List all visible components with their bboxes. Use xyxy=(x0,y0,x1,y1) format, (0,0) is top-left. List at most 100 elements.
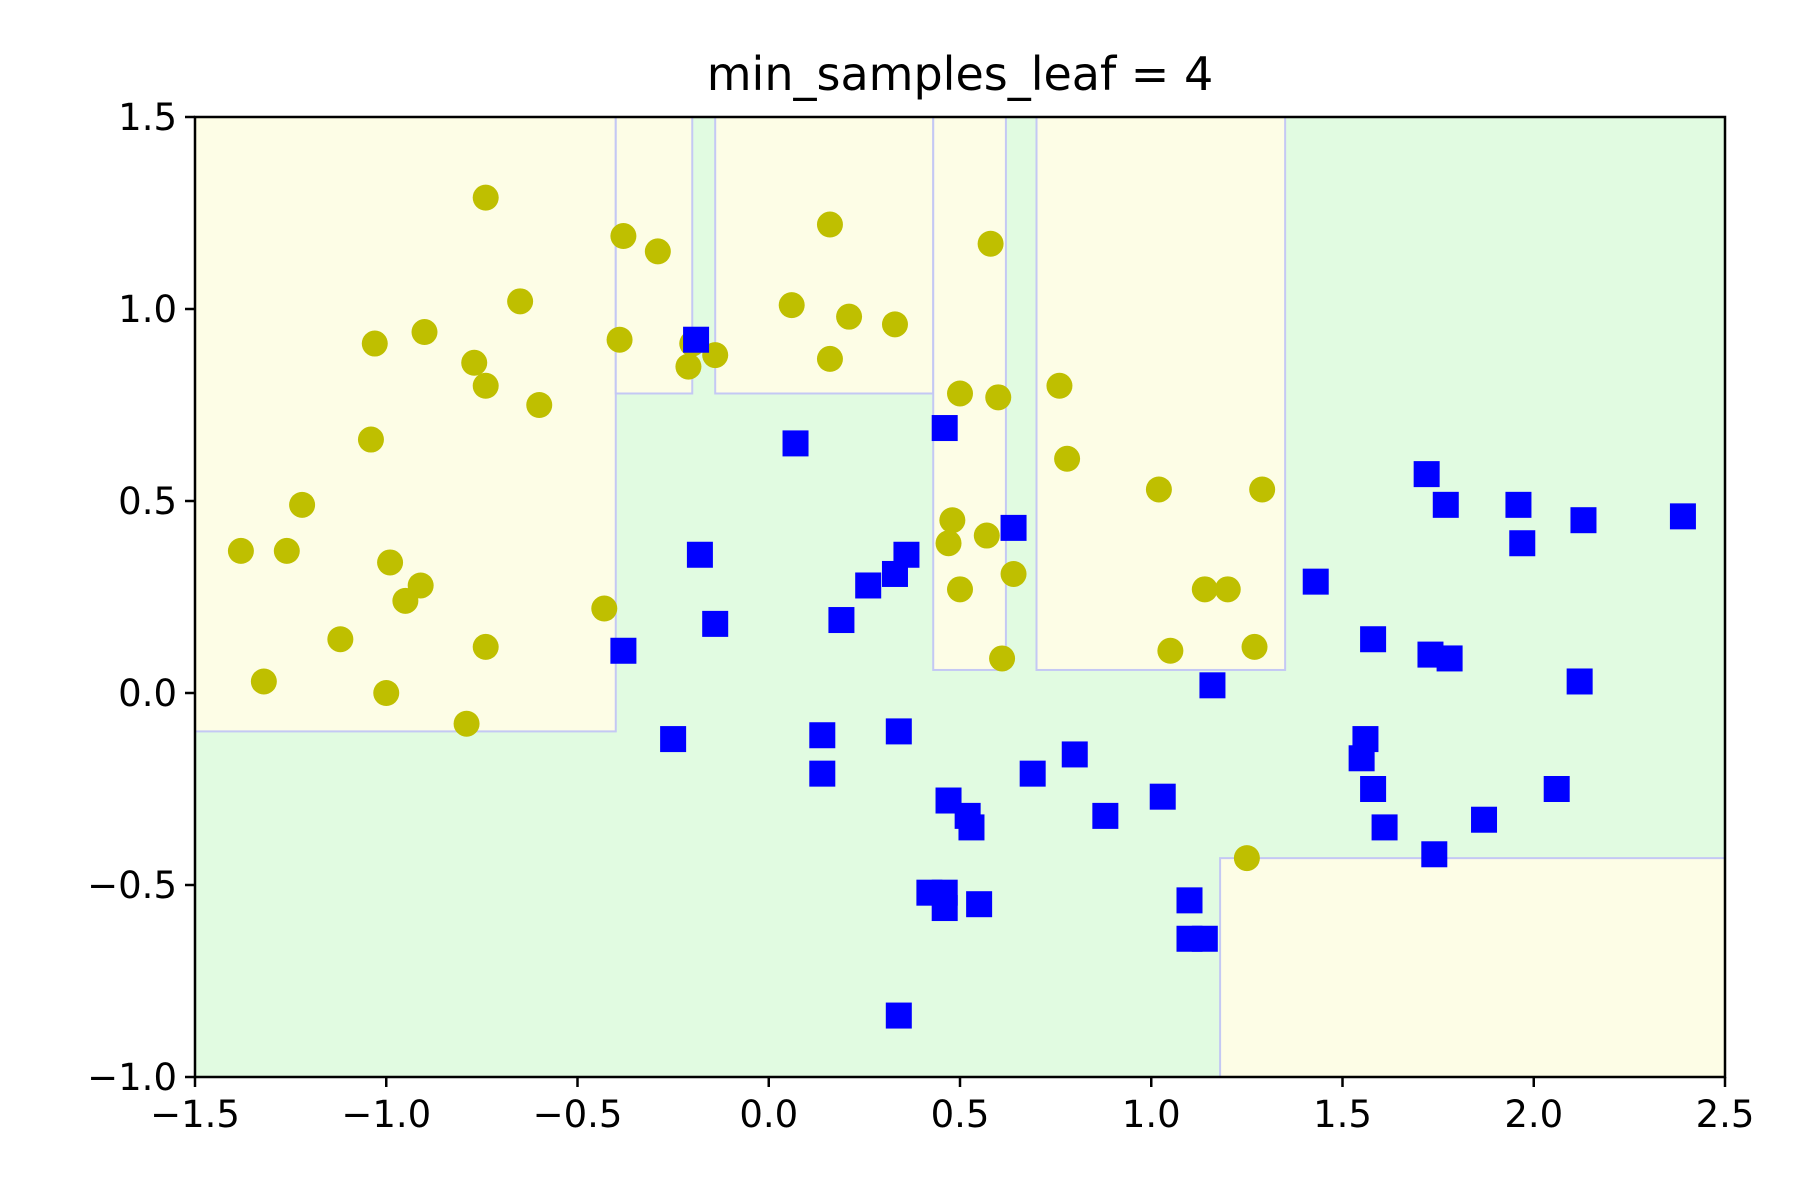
y-tick-label-5: 1.5 xyxy=(118,96,177,139)
point-class1-25 xyxy=(966,891,993,918)
point-class0-22 xyxy=(644,238,671,265)
point-class0-10 xyxy=(407,572,434,599)
point-class0-46 xyxy=(1157,637,1184,664)
point-class0-39 xyxy=(947,576,973,603)
point-class0-20 xyxy=(606,326,633,353)
point-class0-47 xyxy=(1241,633,1268,660)
point-class1-34 xyxy=(1432,491,1459,518)
y-tick-label-2: 0.0 xyxy=(118,672,177,715)
point-class0-2 xyxy=(273,537,300,564)
point-class1-1 xyxy=(782,430,809,457)
y-tick-label-3: 0.5 xyxy=(118,480,177,523)
decision-region-4 xyxy=(1035,116,1287,671)
point-class1-48 xyxy=(1543,776,1570,802)
x-tick-label-8: 2.5 xyxy=(1696,1093,1755,1136)
point-class0-18 xyxy=(526,392,553,418)
point-class0-0 xyxy=(227,537,254,564)
point-class1-37 xyxy=(1570,507,1597,534)
point-class0-26 xyxy=(778,292,805,319)
point-class0-40 xyxy=(1000,560,1027,587)
point-class1-6 xyxy=(660,726,687,753)
point-class1-18 xyxy=(1019,760,1046,787)
x-tick-label-6: 1.5 xyxy=(1313,1093,1372,1136)
point-class1-20 xyxy=(1092,802,1119,829)
point-class1-2 xyxy=(931,415,958,442)
point-class0-45 xyxy=(1214,576,1241,603)
point-class0-31 xyxy=(947,380,973,407)
point-class1-13 xyxy=(809,760,836,787)
point-class0-12 xyxy=(461,349,488,376)
point-class1-35 xyxy=(1505,491,1532,518)
point-class0-16 xyxy=(453,710,480,737)
point-class1-19 xyxy=(1061,741,1088,768)
point-class1-5 xyxy=(610,637,637,664)
point-class1-30 xyxy=(1199,672,1226,699)
x-tick-label-7: 2.0 xyxy=(1504,1093,1563,1136)
point-class1-41 xyxy=(1566,668,1593,695)
point-class1-4 xyxy=(702,610,729,637)
point-class0-32 xyxy=(985,384,1012,411)
point-class0-4 xyxy=(327,626,354,653)
point-class1-7 xyxy=(828,607,855,634)
point-class1-46 xyxy=(1421,841,1448,868)
point-class1-38 xyxy=(1669,503,1696,530)
point-class0-5 xyxy=(361,330,388,357)
point-class0-43 xyxy=(1249,476,1276,503)
point-class1-11 xyxy=(1000,514,1027,541)
y-tick-label-0: −1.0 xyxy=(87,1056,177,1099)
point-class1-0 xyxy=(683,326,710,353)
point-class0-35 xyxy=(1054,445,1081,472)
point-class0-3 xyxy=(289,491,316,518)
point-class0-34 xyxy=(1046,372,1073,399)
point-class0-29 xyxy=(836,303,863,330)
point-class0-36 xyxy=(939,507,966,534)
chart-title: min_samples_leaf = 4 xyxy=(707,47,1213,101)
point-class1-44 xyxy=(1360,776,1387,802)
data-points xyxy=(227,184,1696,1029)
point-class0-28 xyxy=(816,345,843,372)
point-class0-37 xyxy=(935,530,962,557)
x-tick-label-2: −0.5 xyxy=(533,1093,623,1136)
point-class1-29 xyxy=(885,1002,912,1029)
point-class0-13 xyxy=(472,372,499,399)
point-class0-27 xyxy=(816,211,843,238)
point-class0-1 xyxy=(250,668,277,695)
point-class0-38 xyxy=(973,522,1000,549)
point-class0-44 xyxy=(1191,576,1218,603)
decision-region-5 xyxy=(1219,857,1726,1078)
point-class0-41 xyxy=(989,645,1016,672)
point-class1-24 xyxy=(931,895,958,922)
point-class0-14 xyxy=(472,633,499,660)
point-class1-47 xyxy=(1471,806,1498,833)
x-tick-label-1: −1.0 xyxy=(341,1093,431,1136)
point-class1-26 xyxy=(1176,887,1203,914)
point-class1-28 xyxy=(1191,925,1218,952)
point-class1-14 xyxy=(885,718,912,745)
point-class0-33 xyxy=(977,230,1004,257)
point-class1-8 xyxy=(855,572,882,599)
point-class0-6 xyxy=(357,426,384,453)
point-class1-33 xyxy=(1413,461,1440,488)
point-class1-17 xyxy=(958,814,985,841)
point-class0-11 xyxy=(411,319,438,346)
point-class1-40 xyxy=(1436,645,1463,672)
point-class0-48 xyxy=(1233,845,1260,872)
point-class0-42 xyxy=(1145,476,1172,503)
point-class1-21 xyxy=(1149,783,1176,810)
point-class0-24 xyxy=(675,353,702,380)
x-tick-label-4: 0.5 xyxy=(931,1093,990,1136)
y-tick-label-4: 1.0 xyxy=(118,288,177,331)
point-class0-15 xyxy=(472,184,499,211)
x-tick-label-3: 0.0 xyxy=(739,1093,798,1136)
point-class1-10 xyxy=(893,541,920,568)
point-class1-43 xyxy=(1348,745,1375,772)
x-axis: −1.5 −1.0 −0.5 0.0 0.5 1.0 1.5 2.0 2.5 xyxy=(150,1077,1754,1136)
point-class1-12 xyxy=(809,722,836,749)
point-class0-7 xyxy=(377,549,404,576)
point-class1-45 xyxy=(1371,814,1398,841)
y-axis: −1.0 −0.5 0.0 0.5 1.0 1.5 xyxy=(87,96,195,1099)
point-class0-8 xyxy=(373,680,400,706)
x-tick-label-0: −1.5 xyxy=(150,1093,240,1136)
point-class0-30 xyxy=(881,311,908,338)
